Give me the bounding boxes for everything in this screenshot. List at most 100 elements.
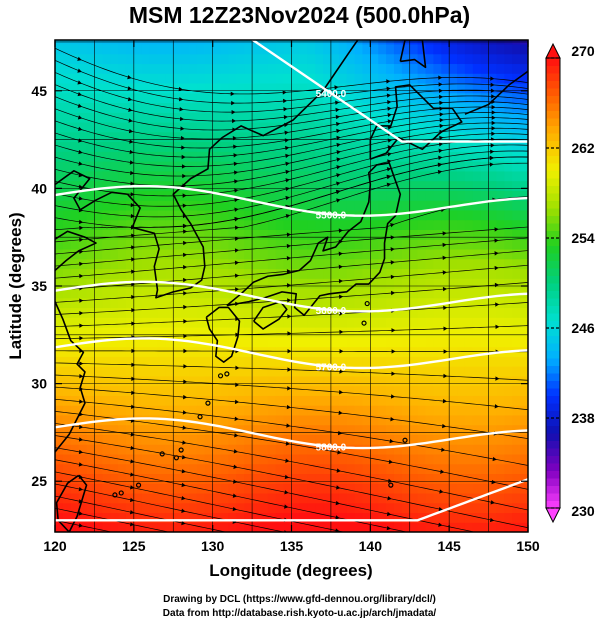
colorbar-segment <box>546 253 560 261</box>
colorbar-segment <box>546 88 560 96</box>
colorbar-segment <box>546 433 560 441</box>
island-outline <box>388 482 394 488</box>
island-outline <box>197 414 203 420</box>
coast-shikoku <box>253 300 288 330</box>
colorbar-segment <box>546 238 560 246</box>
island-outline <box>135 482 142 488</box>
y-tick-label: 45 <box>31 83 47 99</box>
streamline <box>55 519 114 532</box>
contour-label: 5600.0 <box>316 306 347 317</box>
streamline <box>55 435 528 529</box>
island-outline <box>402 437 408 443</box>
contour-line <box>55 478 528 522</box>
colorbar-segment <box>546 388 560 396</box>
coast-honshu <box>226 162 402 317</box>
height-contour: 5700.0 <box>55 337 528 374</box>
island-outline <box>112 492 118 498</box>
colorbar-segment <box>546 103 560 111</box>
colorbar-segment <box>546 185 560 194</box>
streamline <box>55 162 528 243</box>
colorbar-segment <box>546 275 560 284</box>
contour-label: 5800.0 <box>316 443 347 454</box>
map-title: MSM 12Z23Nov2024 (500.0hPa) <box>128 2 471 28</box>
streamline <box>55 471 346 532</box>
colorbar-segment <box>546 478 560 486</box>
streamline <box>55 84 528 122</box>
streamline <box>55 133 528 187</box>
x-tick-label: 120 <box>43 538 67 554</box>
island-outline <box>224 371 230 377</box>
colorbar-segment <box>546 148 560 156</box>
streamline <box>55 483 286 532</box>
colorbar-segment <box>546 223 560 231</box>
colorbar-segment <box>546 440 560 449</box>
streamline <box>55 144 528 207</box>
colorbar-segment <box>546 418 560 426</box>
colorbar-segment <box>546 455 560 464</box>
streamline <box>55 72 528 113</box>
streamline <box>55 117 528 158</box>
colorbar-segment <box>546 65 560 74</box>
contour-line <box>250 40 528 143</box>
colorbar-min-arrow <box>545 507 561 524</box>
streamline <box>55 410 528 490</box>
colorbar-segment <box>546 110 560 119</box>
colorbar-tick-label: 230 <box>571 503 595 519</box>
contour-label: 5400.0 <box>316 89 347 100</box>
x-tick-label: 135 <box>280 538 304 554</box>
y-tick-label: 30 <box>31 376 47 392</box>
coast-primorye <box>221 40 359 139</box>
contour-line <box>55 280 528 313</box>
colorbar-segment <box>546 448 560 456</box>
colorbar-segment <box>546 283 560 291</box>
coast-taiwan <box>55 474 88 532</box>
colorbar-segment <box>546 395 560 404</box>
colorbar-segment <box>546 73 560 81</box>
streamline <box>55 350 528 353</box>
colorbar-segment <box>546 215 560 224</box>
coastlines <box>55 40 528 532</box>
height-contour: 5500.0 <box>55 184 528 221</box>
colorbar-segment <box>546 155 560 164</box>
streamline <box>55 226 528 267</box>
island-outline <box>118 490 124 496</box>
colorbar-segment <box>546 230 560 239</box>
contour-line <box>55 184 528 217</box>
coast-sakhalin <box>399 40 427 69</box>
colorbar-segment <box>546 500 560 509</box>
x-tick-label: 125 <box>122 538 146 554</box>
x-tick-label: 140 <box>359 538 383 554</box>
island-outline <box>205 400 211 406</box>
streamline <box>55 112 528 149</box>
streamline <box>55 386 528 439</box>
colorbar-segment <box>546 493 560 501</box>
colorbar-segment <box>546 200 560 209</box>
island-outline <box>217 373 224 379</box>
x-tick-label: 145 <box>437 538 461 554</box>
height-contour: 5800.0 <box>55 417 528 454</box>
colorbar-segment <box>546 58 560 66</box>
colorbar-segment <box>546 425 560 434</box>
y-tick-label: 35 <box>31 278 47 294</box>
colorbar-segment <box>546 320 560 329</box>
colorbar-tick-label: 270 <box>571 43 595 59</box>
streamline <box>55 138 528 197</box>
contour-label: 5700.0 <box>316 363 347 374</box>
contour-line <box>55 337 528 370</box>
colorbar-segment <box>546 170 560 179</box>
colorbar-segment <box>546 268 560 276</box>
height-contours: 5400.0 5500.0 5600.0 5700.0 5800.0 <box>55 40 528 522</box>
colorbar-segment <box>546 95 560 104</box>
y-tick-label: 40 <box>31 180 47 196</box>
colorbar-segment <box>546 140 560 149</box>
x-axis-label: Longitude (degrees) <box>209 561 372 580</box>
height-contour: 5600.0 <box>55 280 528 317</box>
streamline <box>55 127 528 177</box>
colorbar-tick-label: 254 <box>571 230 595 246</box>
x-axis: 120 125 130 135 140 145 150 <box>43 40 540 554</box>
streamline <box>55 459 409 532</box>
colorbar-segment <box>546 485 560 494</box>
coast-korea <box>126 137 223 299</box>
colorbar-segment <box>546 328 560 336</box>
